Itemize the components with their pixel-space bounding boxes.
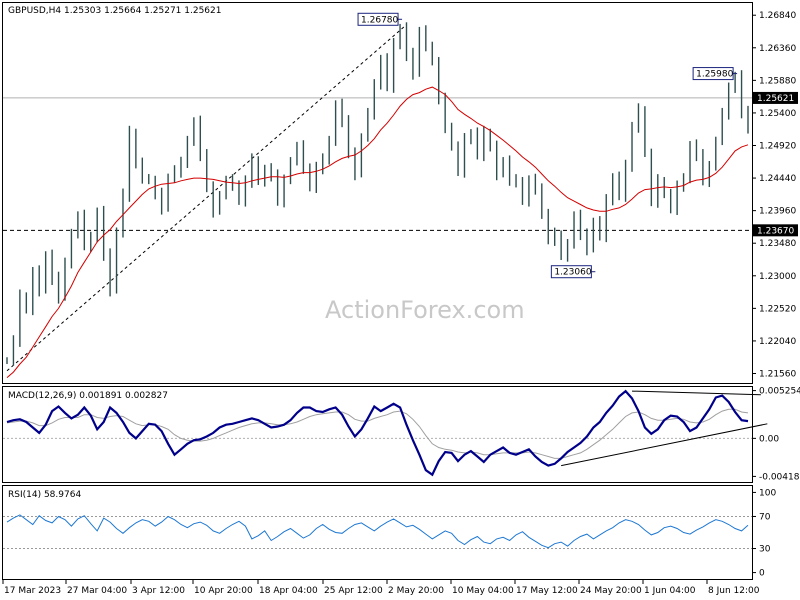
annotation-1.25980: 1.25980 <box>692 67 738 81</box>
main-price-panel: 1.26840 1.26360 1.25880 1.25400 1.24920 1.244… <box>3 11 798 380</box>
annotation-label: 1.26780 <box>361 15 398 25</box>
price-tick-label: 1.23480 <box>759 239 796 249</box>
support-tag: 1.23670 <box>753 224 798 237</box>
macd-title: MACD(12,26,9) 0.001891 0.002827 <box>8 391 168 401</box>
time-tick-label: 10 May 04:00 <box>452 586 514 596</box>
time-tick-label: 24 May 20:00 <box>580 586 642 596</box>
time-tick-label: 2 May 20:00 <box>388 586 444 596</box>
time-tick-label: 3 Apr 12:00 <box>132 586 185 596</box>
time-tick-label: 25 Apr 12:00 <box>324 586 383 596</box>
macd-tick-label: 0.005254 <box>759 387 800 397</box>
current-price-tag: 1.25621 <box>753 91 798 104</box>
price-tick-label: 1.23000 <box>759 272 796 282</box>
current-price-tag-box <box>753 91 798 104</box>
price-bars <box>6 22 749 366</box>
rsi-tick-label: 30 <box>759 545 771 555</box>
chart-title: GBPUSD,H4 1.25303 1.25664 1.25271 1.2562… <box>8 6 221 16</box>
time-tick-label: 1 Jun 04:00 <box>644 586 696 596</box>
price-tick-label: 1.25400 <box>759 109 796 119</box>
time-tick-label: 17 Mar 2023 <box>4 586 61 596</box>
macd-signal-line <box>6 408 749 459</box>
support-tag-box <box>753 224 798 237</box>
price-tick-label: 1.24440 <box>759 174 796 184</box>
watermark: ActionForex.com <box>325 296 525 324</box>
price-tick-label: 1.26360 <box>759 44 796 54</box>
current-price-label: 1.25621 <box>757 94 794 104</box>
main-panel-frame <box>2 2 753 384</box>
price-tick-label: 1.25880 <box>759 76 796 86</box>
rsi-title: RSI(14) 58.9764 <box>8 490 81 500</box>
moving-average-line <box>6 86 749 378</box>
macd-lower-trendline <box>561 423 768 467</box>
rsi-line <box>6 514 749 549</box>
macd-tick-label: -0.004185 <box>759 472 800 482</box>
rsi-tick-label: 0 <box>759 569 765 579</box>
annotation-label: 1.23060 <box>554 268 591 278</box>
price-tick-label: 1.22040 <box>759 337 796 347</box>
price-tick-label: 1.24920 <box>759 142 796 152</box>
price-tick-label: 1.21560 <box>759 370 796 380</box>
annotation-1.26780: 1.26780 <box>357 12 403 26</box>
annotation-label: 1.25980 <box>696 70 733 80</box>
rising-trendline <box>6 24 407 372</box>
macd-tick-label: 0.00 <box>759 434 779 444</box>
time-tick-label: 17 May 12:00 <box>516 586 578 596</box>
rsi-panel: 100 70 30 0 <box>3 488 776 579</box>
rsi-tick-label: 100 <box>759 488 776 498</box>
price-tick-label: 1.23960 <box>759 207 796 217</box>
support-label: 1.23670 <box>757 226 794 236</box>
rsi-panel-frame <box>2 485 753 580</box>
time-tick-label: 10 Apr 20:00 <box>194 586 253 596</box>
time-tick-label: 18 Apr 04:00 <box>259 586 318 596</box>
time-tick-label: 8 Jun 12:00 <box>708 586 760 596</box>
macd-line <box>6 389 749 477</box>
annotation-1.23060: 1.23060 <box>550 265 596 279</box>
macd-panel: 0.005254 0.00 -0.004185 <box>3 387 800 482</box>
time-axis: 17 Mar 2023 27 Mar 04:00 3 Apr 12:00 10 Apr… <box>2 580 760 596</box>
price-tick-label: 1.26840 <box>759 11 796 21</box>
price-tick-label: 1.22520 <box>759 304 796 314</box>
time-tick-label: 27 Mar 04:00 <box>67 586 127 596</box>
macd-panel-frame <box>2 386 753 483</box>
rsi-tick-label: 70 <box>759 512 771 522</box>
macd-upper-trendline <box>632 390 761 396</box>
